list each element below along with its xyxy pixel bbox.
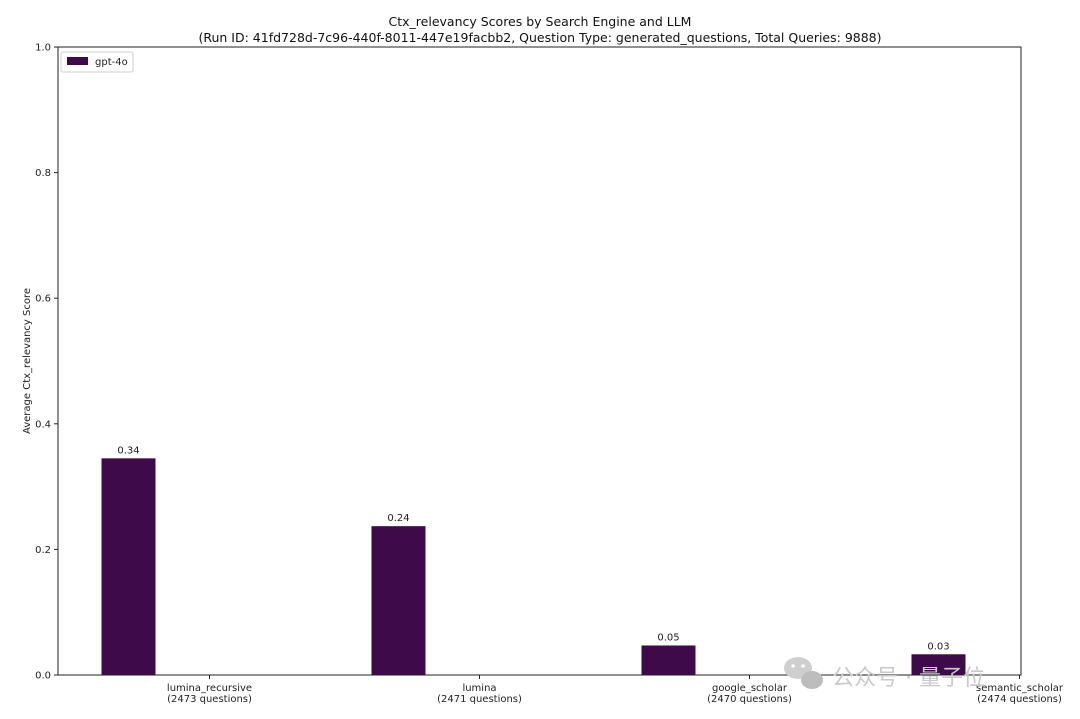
watermark-text: 公众号 · 量子位 xyxy=(832,666,985,691)
bars: 0.34 0.24 0.05 0.03 xyxy=(101,445,966,675)
x-tick-count: (2471 questions) xyxy=(437,694,522,705)
x-tick-label: lumina_recursive xyxy=(167,683,252,694)
bar-value-label: 0.05 xyxy=(657,632,679,643)
y-axis: 0.0 0.2 0.4 0.6 0.8 1.0 xyxy=(35,43,58,682)
chart-title: Ctx_relevancy Scores by Search Engine an… xyxy=(389,14,692,29)
bar xyxy=(371,526,426,675)
bar xyxy=(641,645,696,675)
x-axis: lumina_recursive(2473 questions)lumina(2… xyxy=(167,675,1064,705)
bar-value-label: 0.03 xyxy=(927,641,949,652)
y-tick-label: 0.8 xyxy=(35,168,51,179)
y-tick-label: 0.2 xyxy=(35,545,51,556)
watermark: 公众号 · 量子位 xyxy=(784,657,985,691)
x-tick-count: (2474 questions) xyxy=(977,694,1062,705)
bar xyxy=(911,654,966,675)
x-tick-count: (2473 questions) xyxy=(167,694,252,705)
x-tick-label: semantic_scholar xyxy=(976,683,1064,694)
y-tick-label: 0.6 xyxy=(35,294,51,305)
legend: gpt-4o xyxy=(60,51,134,73)
bar-value-label: 0.34 xyxy=(117,445,139,456)
plot-frame xyxy=(57,46,1022,676)
y-tick-label: 1.0 xyxy=(35,43,51,54)
legend-label: gpt-4o xyxy=(95,57,128,68)
y-tick-label: 0.4 xyxy=(35,419,51,430)
x-tick-count: (2470 questions) xyxy=(707,694,792,705)
wechat-icon xyxy=(784,657,823,689)
bar xyxy=(101,458,156,675)
bar-value-label: 0.24 xyxy=(387,513,409,524)
chart-subtitle: (Run ID: 41fd728d-7c96-440f-8011-447e19f… xyxy=(198,30,881,45)
legend-swatch xyxy=(67,57,88,65)
y-axis-label: Average Ctx_relevancy Score xyxy=(22,288,33,434)
x-tick-label: google_scholar xyxy=(712,683,788,694)
x-tick-label: lumina xyxy=(462,683,496,694)
y-tick-label: 0.0 xyxy=(35,671,51,682)
